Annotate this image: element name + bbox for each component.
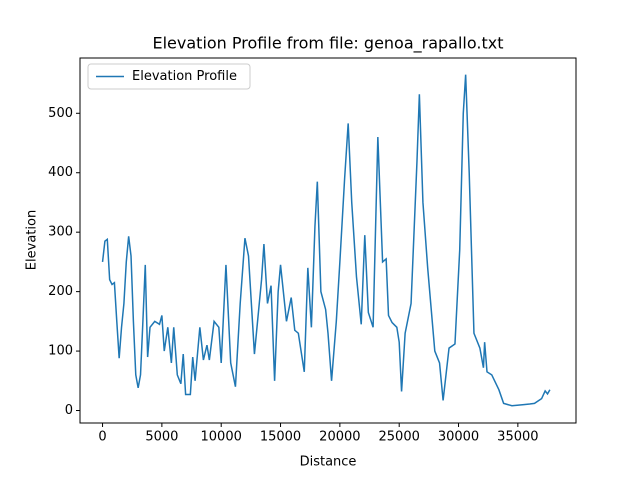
- y-tick-label: 0: [65, 403, 73, 418]
- x-axis-label: Distance: [300, 455, 357, 470]
- x-tick-label: 10000: [201, 430, 242, 445]
- x-tick-label: 20000: [319, 430, 360, 445]
- y-axis-label: Elevation: [25, 210, 40, 270]
- y-tick-label: 100: [48, 344, 73, 359]
- x-tick-label: 5000: [145, 430, 178, 445]
- y-tick-label: 400: [48, 165, 73, 180]
- y-tick-label: 200: [48, 284, 73, 299]
- y-tick-label: 300: [48, 225, 73, 240]
- line-series: [101, 74, 551, 407]
- x-tick-label: 15000: [260, 430, 301, 445]
- x-tick-label: 25000: [379, 430, 420, 445]
- x-tick-label: 30000: [438, 430, 479, 445]
- y-tick-label: 500: [48, 106, 73, 121]
- x-tick-label: 35000: [497, 430, 538, 445]
- plot-frame: [79, 57, 577, 424]
- legend-label: Elevation Profile: [132, 69, 237, 84]
- legend-box: [87, 63, 251, 90]
- chart-title: Elevation Profile from file: genoa_rapal…: [153, 34, 504, 54]
- x-tick-label: 0: [98, 430, 106, 445]
